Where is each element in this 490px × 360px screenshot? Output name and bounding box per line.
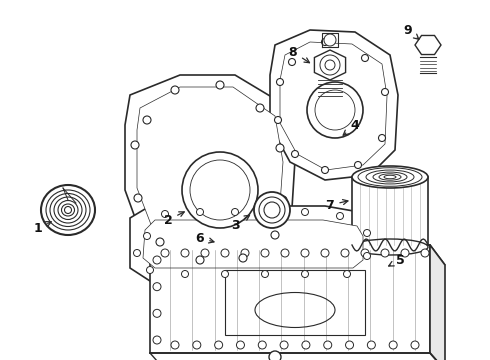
Circle shape: [321, 166, 328, 174]
Circle shape: [241, 249, 249, 257]
Circle shape: [143, 116, 151, 124]
Circle shape: [381, 249, 389, 257]
Ellipse shape: [41, 185, 95, 235]
Circle shape: [301, 208, 309, 216]
Circle shape: [368, 341, 375, 349]
Polygon shape: [415, 36, 441, 54]
Circle shape: [258, 341, 266, 349]
Circle shape: [171, 86, 179, 94]
Circle shape: [401, 249, 409, 257]
Circle shape: [382, 89, 389, 95]
Circle shape: [289, 58, 295, 66]
Circle shape: [131, 141, 139, 149]
Circle shape: [262, 270, 269, 278]
Circle shape: [280, 341, 288, 349]
Circle shape: [354, 162, 362, 168]
Circle shape: [301, 270, 309, 278]
Circle shape: [274, 117, 281, 123]
Circle shape: [193, 341, 201, 349]
Text: 2: 2: [164, 212, 184, 226]
Polygon shape: [270, 30, 398, 180]
Circle shape: [144, 233, 150, 239]
Text: 6: 6: [196, 231, 214, 244]
Polygon shape: [143, 220, 363, 268]
Circle shape: [364, 230, 370, 237]
Circle shape: [343, 270, 350, 278]
Circle shape: [254, 192, 290, 228]
Circle shape: [153, 336, 161, 344]
Circle shape: [133, 249, 141, 257]
Circle shape: [181, 270, 189, 278]
Circle shape: [378, 135, 386, 141]
Circle shape: [201, 249, 209, 257]
Text: 5: 5: [389, 253, 404, 266]
Ellipse shape: [352, 166, 428, 188]
Text: 7: 7: [326, 198, 348, 212]
Text: 8: 8: [289, 45, 310, 63]
Text: 3: 3: [231, 215, 249, 231]
Circle shape: [181, 249, 189, 257]
Circle shape: [292, 150, 298, 158]
Circle shape: [301, 249, 309, 257]
Circle shape: [411, 341, 419, 349]
Circle shape: [196, 256, 204, 264]
Circle shape: [281, 249, 289, 257]
Circle shape: [345, 341, 354, 349]
Circle shape: [231, 208, 239, 216]
Circle shape: [182, 152, 258, 228]
Polygon shape: [225, 270, 365, 335]
Circle shape: [279, 196, 287, 204]
Circle shape: [196, 208, 203, 216]
Polygon shape: [280, 42, 387, 170]
Polygon shape: [352, 177, 428, 245]
Polygon shape: [150, 245, 430, 353]
Circle shape: [269, 351, 281, 360]
Circle shape: [341, 249, 349, 257]
Text: 1: 1: [34, 221, 51, 234]
Text: 4: 4: [343, 118, 359, 135]
Circle shape: [276, 78, 284, 86]
Circle shape: [276, 144, 284, 152]
Circle shape: [161, 249, 169, 257]
Circle shape: [362, 54, 368, 62]
Circle shape: [389, 341, 397, 349]
Polygon shape: [150, 245, 445, 265]
Circle shape: [216, 81, 224, 89]
Circle shape: [307, 82, 363, 138]
Circle shape: [171, 341, 179, 349]
Circle shape: [256, 104, 264, 112]
Polygon shape: [130, 206, 375, 281]
Circle shape: [321, 39, 328, 45]
Circle shape: [215, 341, 222, 349]
Circle shape: [421, 249, 429, 257]
Circle shape: [156, 238, 164, 246]
Circle shape: [162, 211, 169, 217]
Circle shape: [324, 341, 332, 349]
Circle shape: [153, 283, 161, 291]
Circle shape: [239, 254, 247, 262]
Circle shape: [147, 266, 153, 274]
Text: 9: 9: [404, 23, 419, 39]
Circle shape: [364, 252, 370, 260]
Circle shape: [153, 256, 161, 264]
Polygon shape: [315, 50, 345, 80]
Circle shape: [302, 341, 310, 349]
Circle shape: [271, 231, 279, 239]
Circle shape: [237, 341, 245, 349]
Polygon shape: [430, 245, 445, 360]
Circle shape: [267, 208, 273, 216]
Circle shape: [324, 34, 336, 46]
Circle shape: [261, 249, 269, 257]
Polygon shape: [137, 87, 283, 258]
Circle shape: [361, 249, 369, 257]
Circle shape: [134, 194, 142, 202]
Circle shape: [337, 212, 343, 220]
Circle shape: [221, 270, 228, 278]
Circle shape: [221, 249, 229, 257]
Ellipse shape: [352, 239, 428, 255]
Circle shape: [153, 309, 161, 317]
Polygon shape: [125, 75, 295, 270]
Circle shape: [320, 55, 340, 75]
Circle shape: [321, 249, 329, 257]
